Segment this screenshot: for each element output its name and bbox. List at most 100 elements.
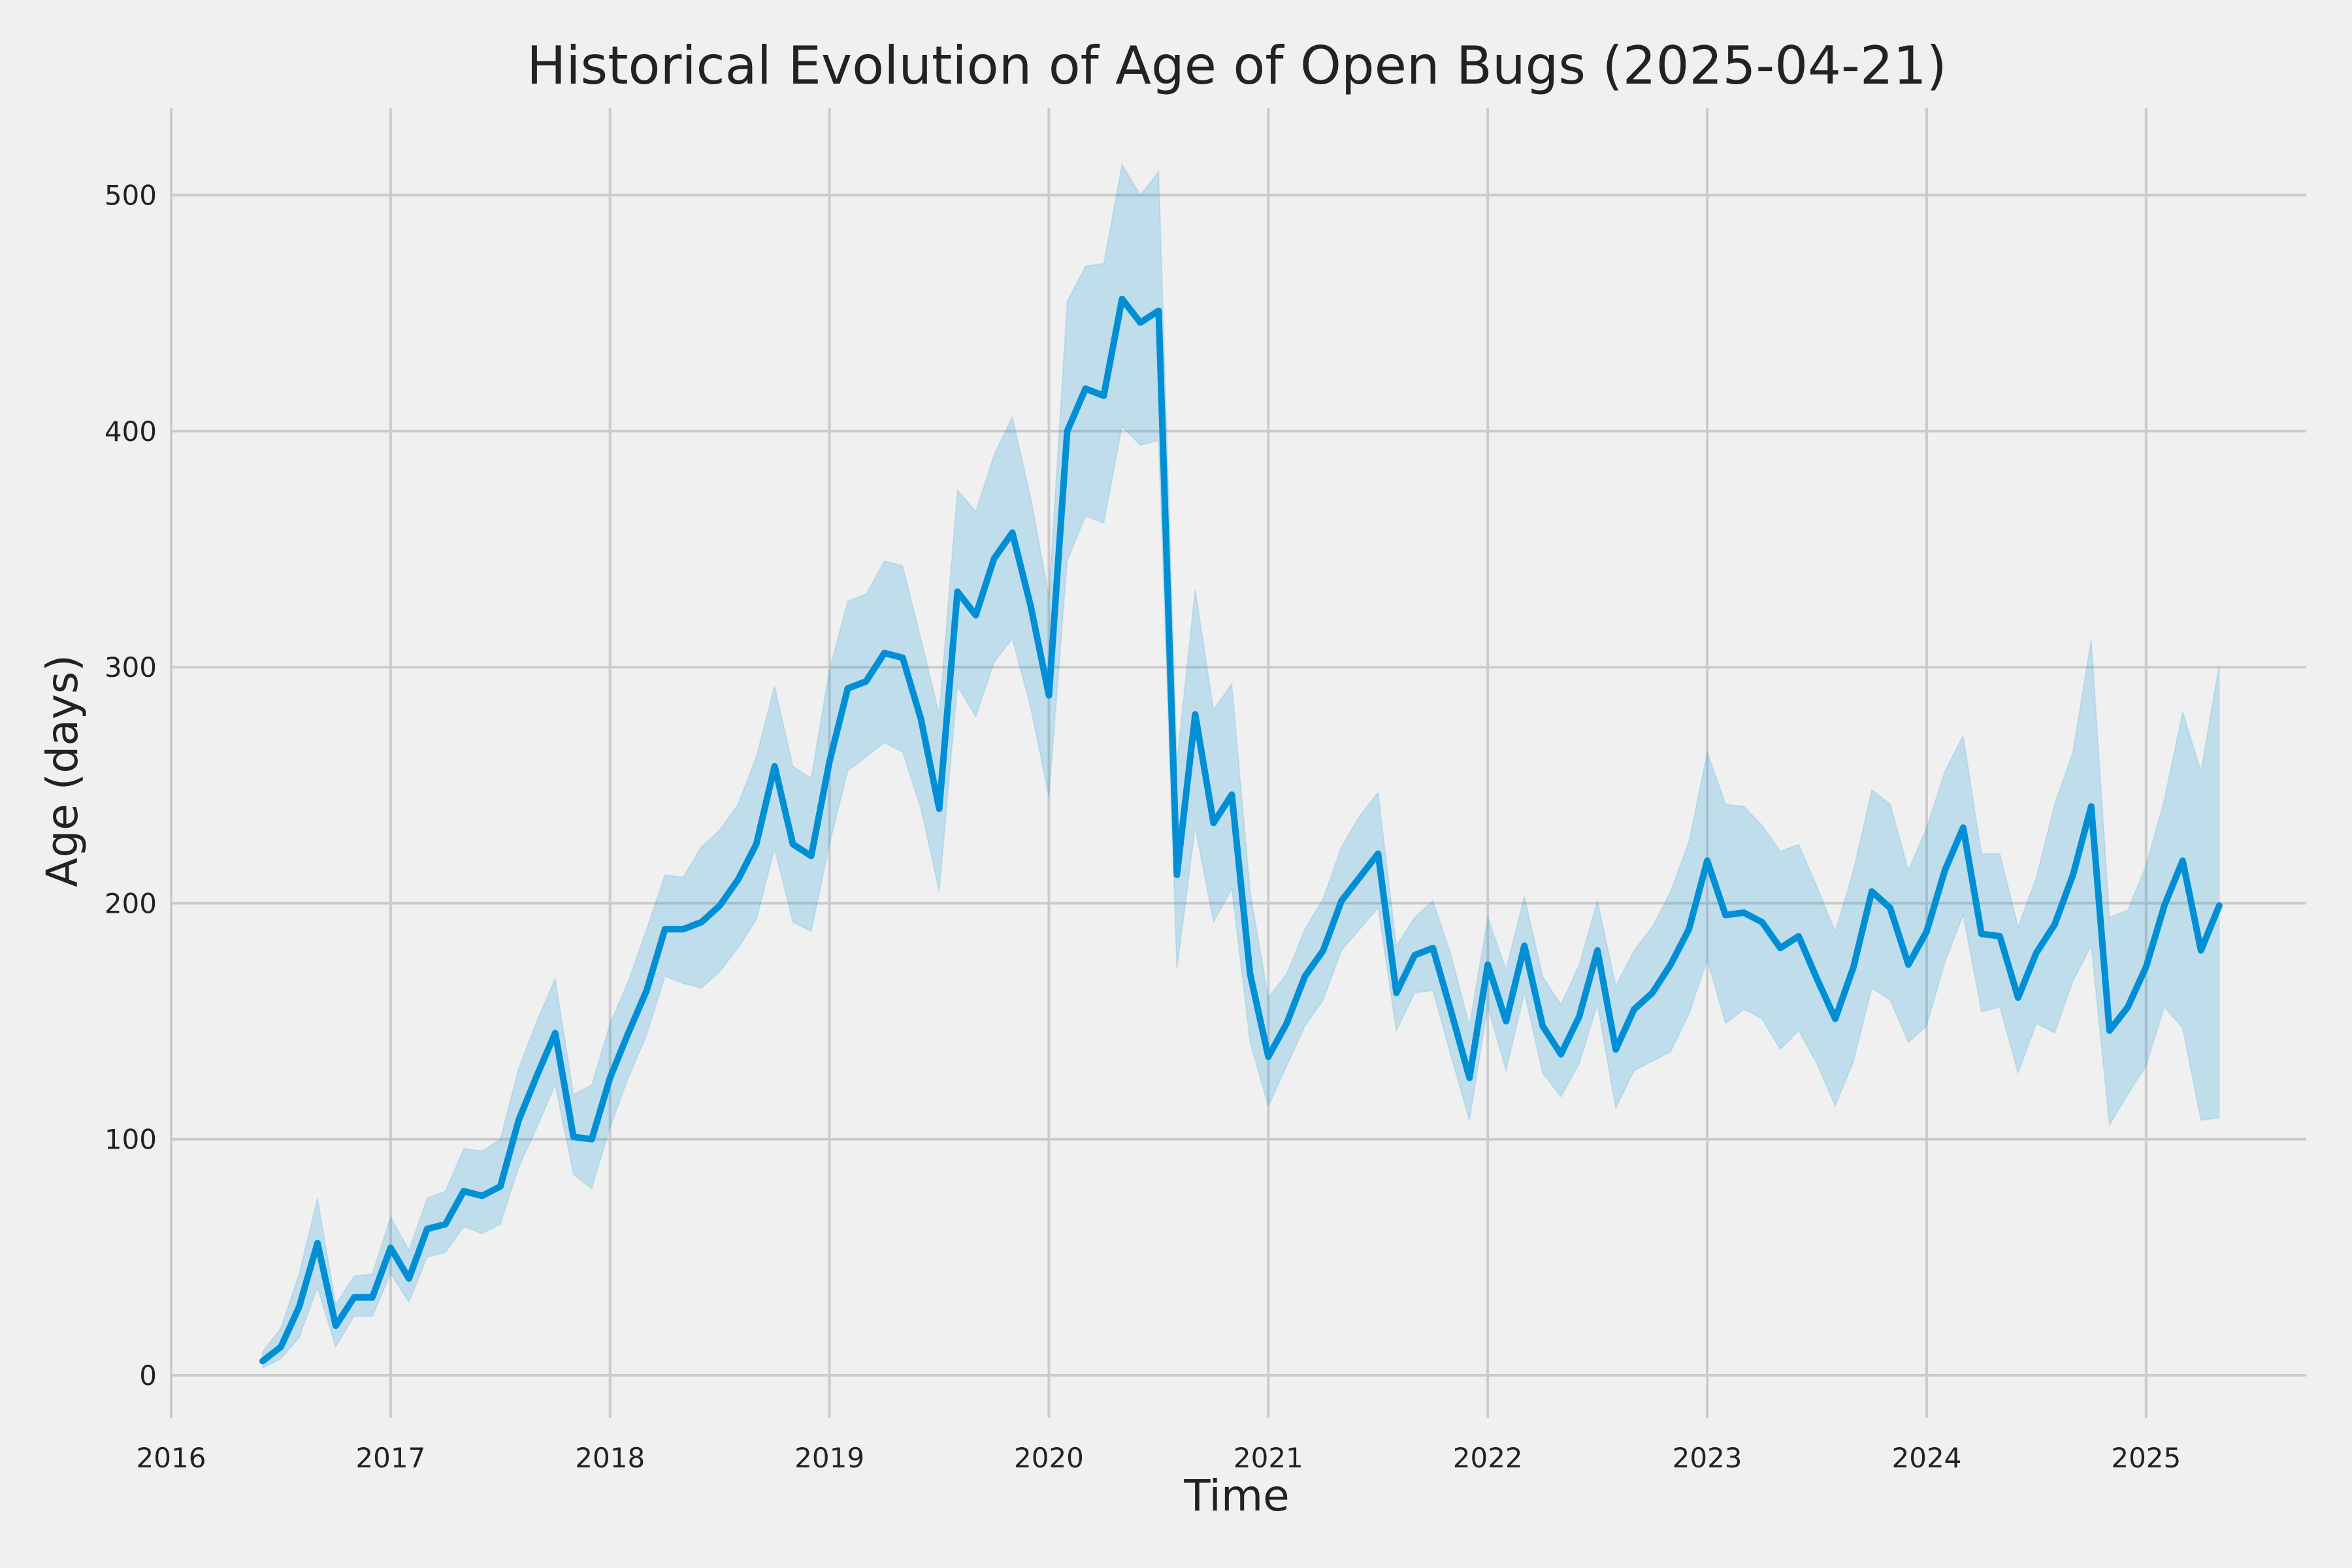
x-tick-label: 2016 [137,1442,206,1474]
data-point [1338,898,1345,904]
data-point [296,1303,302,1310]
y-tick-label: 200 [105,887,157,919]
data-point [991,555,998,562]
data-point [2015,994,2021,1001]
y-axis-label: Age (days) [37,655,88,887]
data-point [314,1240,321,1247]
y-tick-label: 0 [139,1360,157,1392]
data-point [1759,919,1765,925]
data-point [2106,1028,2113,1034]
data-point [1046,693,1053,699]
data-point [2033,949,2040,956]
data-point [2125,1004,2131,1010]
data-point [1576,1013,1582,1020]
data-point [1704,857,1710,864]
grid [170,108,2306,1418]
data-point [333,1322,339,1329]
data-point [1594,947,1601,954]
data-point [1484,961,1491,968]
data-point [1356,874,1363,881]
data-point [625,1030,632,1036]
data-point [1960,825,1967,831]
data-point [497,1183,504,1190]
data-point [955,589,961,595]
data-point [1064,428,1071,434]
data-point [351,1294,357,1301]
data-point [1850,964,1857,970]
data-point [2216,902,2223,909]
data-point [1795,933,1802,939]
data-point [515,1117,522,1124]
x-tick-label: 2022 [1453,1442,1523,1474]
data-point [2180,857,2186,864]
x-axis-ticks: 2016 2017 2018 2019 2020 2021 2022 2023 2024 2025 [137,1442,2181,1474]
data-point [936,806,943,812]
data-point [1887,905,1893,911]
data-point [1869,888,1875,894]
data-point [461,1188,467,1194]
data-point [607,1075,613,1081]
data-point [259,1358,266,1364]
data-point [1777,945,1784,951]
data-point [918,716,924,723]
data-point [2070,872,2076,878]
series-line-layer [259,295,2223,1365]
y-axis-ticks: 0 100 200 300 400 500 [105,180,157,1392]
data-point [1558,1051,1564,1058]
y-tick-label: 100 [105,1124,157,1156]
data-point [753,841,760,847]
x-axis-label: Time [1183,1471,1290,1521]
data-point [1466,1075,1473,1081]
data-point [1100,393,1107,399]
data-point [1173,872,1180,878]
data-point [1137,319,1143,326]
y-tick-label: 500 [105,180,157,212]
data-point [1832,1016,1838,1022]
data-point [1393,990,1399,996]
age-series-line [259,295,2223,1365]
data-point [552,1030,559,1036]
data-point [406,1275,412,1282]
data-point [1028,602,1034,609]
data-point [1448,1009,1454,1015]
data-point [534,1072,540,1079]
x-tick-label: 2018 [575,1442,645,1474]
x-tick-label: 2017 [355,1442,425,1474]
data-point [1375,851,1381,857]
data-point [1539,1022,1546,1029]
data-point [1631,1006,1637,1013]
x-tick-label: 2024 [1892,1442,1962,1474]
chart-title: Historical Evolution of Age of Open Bugs… [527,35,1947,96]
data-point [644,987,650,994]
data-point [1722,912,1729,919]
data-point [1521,943,1527,949]
data-point [1192,711,1198,717]
data-point [717,902,723,909]
data-point [589,1136,595,1143]
y-tick-label: 300 [105,651,157,683]
data-point [2143,964,2149,970]
data-point [1247,971,1253,977]
data-point [1814,975,1820,982]
data-point [826,759,833,765]
data-point [1009,529,1016,536]
data-point [680,926,687,932]
data-point [1155,308,1162,314]
data-point [863,678,870,685]
data-point [1997,933,2003,939]
data-point [1686,926,1692,932]
data-point [1429,945,1436,951]
data-point [1503,1018,1509,1024]
data-point [808,853,815,859]
data-point [1210,820,1217,826]
x-tick-label: 2020 [1014,1442,1084,1474]
data-point [1649,990,1656,996]
x-tick-label: 2023 [1673,1442,1742,1474]
data-point [1923,928,1930,935]
data-point [845,685,851,692]
data-point [2161,902,2168,909]
data-point [1265,1053,1271,1060]
data-point [1320,947,1326,954]
confidence-band [261,162,2220,1369]
